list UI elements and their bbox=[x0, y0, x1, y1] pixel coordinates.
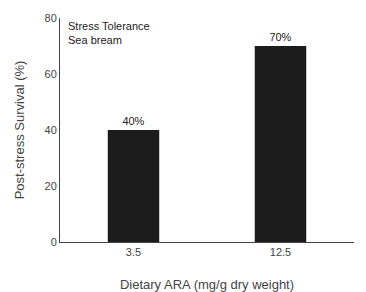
svg-text:80: 80 bbox=[45, 12, 57, 24]
svg-text:70%: 70% bbox=[269, 31, 291, 43]
svg-text:Stress ToleranceSea bream: Stress ToleranceSea bream bbox=[68, 20, 150, 46]
svg-text:40: 40 bbox=[45, 124, 57, 136]
svg-text:Dietary ARA (mg/g dry weight): Dietary ARA (mg/g dry weight) bbox=[120, 277, 294, 292]
svg-text:0: 0 bbox=[51, 236, 57, 248]
svg-text:40%: 40% bbox=[122, 115, 144, 127]
svg-text:20: 20 bbox=[45, 180, 57, 192]
svg-text:Post-stress Survival (%): Post-stress Survival (%) bbox=[12, 61, 27, 200]
svg-text:3.5: 3.5 bbox=[126, 246, 141, 258]
svg-text:12.5: 12.5 bbox=[270, 246, 291, 258]
svg-text:60: 60 bbox=[45, 68, 57, 80]
